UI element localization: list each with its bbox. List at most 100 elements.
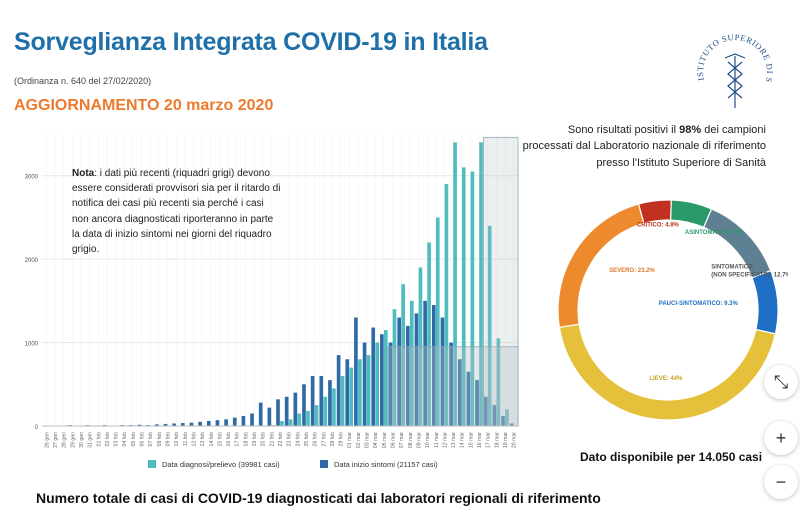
bar-diagnosi <box>479 142 483 426</box>
x-tick-label: 19 feb <box>252 432 258 447</box>
x-tick-label: 10 mar <box>425 432 431 448</box>
x-tick-label: 15 feb <box>217 432 223 447</box>
x-tick-label: 30 gen <box>79 432 85 448</box>
bar-sintomi <box>310 375 315 426</box>
x-tick-label: 09 feb <box>165 432 171 447</box>
x-tick-label: 20 mar <box>512 432 518 448</box>
bar-diagnosi <box>366 355 371 426</box>
x-tick-label: 10 feb <box>174 432 180 447</box>
bar-sintomi <box>276 399 280 426</box>
bar-sintomi <box>483 396 488 426</box>
legend-swatch <box>148 460 156 468</box>
bar-sintomi <box>328 380 332 426</box>
x-tick-label: 08 mar <box>408 432 414 448</box>
bar-sintomi <box>224 419 228 426</box>
bar-diagnosi <box>435 217 440 426</box>
fit-screen-icon: ⤡ <box>773 371 789 392</box>
bar-sintomi <box>397 317 401 426</box>
bar-sintomi <box>509 423 514 426</box>
x-tick-label: 23 feb <box>287 432 293 447</box>
bar-diagnosi <box>323 396 328 426</box>
slice-label: LIEVE: 44% <box>649 376 683 382</box>
bar-sintomi <box>475 380 479 426</box>
x-tick-label: 27 gen <box>53 432 59 448</box>
bar-sintomi <box>284 396 289 426</box>
donut-slice <box>751 269 779 335</box>
bar-sintomi <box>414 313 419 426</box>
x-tick-label: 02 mar <box>356 432 362 448</box>
y-tick-label: 0 <box>35 425 39 431</box>
bar-sintomi <box>302 384 306 426</box>
x-tick-label: 09 mar <box>416 432 422 448</box>
donut-slice <box>558 323 777 421</box>
x-tick-label: 07 mar <box>399 432 405 448</box>
x-tick-label: 21 feb <box>269 432 275 447</box>
x-tick-label: 03 mar <box>365 432 371 448</box>
bar-sintomi <box>250 413 254 426</box>
x-tick-label: 22 feb <box>278 432 284 447</box>
slice-label: CRITICO: 4.8% <box>637 223 680 229</box>
x-tick-label: 31 gen <box>88 432 94 448</box>
bar-sintomi <box>501 415 505 426</box>
bar-diagnosi <box>340 375 345 426</box>
bar-diagnosi <box>453 142 457 426</box>
bar-sintomi <box>258 402 263 426</box>
bar-diagnosi <box>384 330 388 426</box>
x-tick-label: 11 feb <box>183 432 189 446</box>
bar-sintomi <box>354 317 358 426</box>
bar-diagnosi <box>349 367 354 426</box>
bar-sintomi <box>155 424 159 426</box>
bar-diagnosi <box>288 419 293 426</box>
x-tick-label: 01 feb <box>96 432 102 447</box>
chart-caption: Numero totale di casi di COVID-19 diagno… <box>36 490 601 506</box>
bar-diagnosi <box>297 413 302 426</box>
x-tick-label: 17 feb <box>235 432 241 447</box>
bar-sintomi <box>406 325 410 426</box>
logo-text: ISTITUTO SUPERIORE DI SANITÀ <box>692 28 774 84</box>
zoom-out-button[interactable]: − <box>764 465 798 499</box>
x-tick-label: 19 mar <box>503 432 509 448</box>
x-tick-label: 03 feb <box>114 432 120 447</box>
bar-sintomi <box>449 342 453 426</box>
bar-diagnosi <box>280 420 284 426</box>
x-tick-label: 07 feb <box>148 432 154 447</box>
x-tick-label: 16 mar <box>477 432 483 448</box>
y-tick-label: 1000 <box>25 342 39 348</box>
bar-sintomi <box>198 421 202 426</box>
pie-footer: Dato disponibile per 14.050 casi <box>580 450 763 464</box>
zoom-in-button[interactable]: + <box>764 421 798 455</box>
slice-label: PAUCI-SINTOMATICO: 9.3% <box>659 301 739 307</box>
x-tick-label: 02 feb <box>105 432 111 447</box>
pie-intro-text: Sono risultati positivi il <box>567 124 680 136</box>
y-tick-label: 2000 <box>25 258 39 264</box>
iss-logo: ISTITUTO SUPERIORE DI SANITÀ <box>692 28 775 108</box>
x-tick-label: 13 mar <box>451 432 457 448</box>
bar-sintomi <box>388 342 393 426</box>
x-tick-label: 20 feb <box>261 432 267 447</box>
plus-icon: + <box>775 427 787 448</box>
legend-label: Data diagnosi/prelievo (39981 casi) <box>162 460 280 469</box>
x-tick-label: 29 feb <box>339 432 345 447</box>
fit-screen-button[interactable]: ⤡ <box>764 365 798 399</box>
svg-text:ISTITUTO SUPERIORE DI SANITÀ: ISTITUTO SUPERIORE DI SANITÀ <box>692 28 775 84</box>
slice-label: SEVERO: 23.2% <box>609 268 655 274</box>
bar-sintomi <box>319 375 324 426</box>
bar-diagnosi <box>358 359 362 426</box>
bar-sintomi <box>440 317 445 426</box>
x-tick-label: 05 mar <box>382 432 388 448</box>
bar-diagnosi <box>496 338 501 426</box>
bar-sintomi <box>137 424 142 426</box>
bar-diagnosi <box>314 405 319 426</box>
provisional-box-sintomi <box>387 346 519 427</box>
x-tick-label: 28 feb <box>330 432 336 447</box>
pie-intro-text-end: dei campioni processati dal Laboratorio … <box>522 124 766 169</box>
bar-sintomi <box>172 423 176 426</box>
bar-diagnosi <box>332 388 336 426</box>
bar-sintomi <box>163 423 168 426</box>
x-tick-label: 16 feb <box>226 432 232 447</box>
bar-diagnosi <box>487 225 492 426</box>
x-tick-label: 14 mar <box>460 432 466 448</box>
pie-intro-percent: 98% <box>679 124 702 136</box>
provisional-box-diagnosi <box>482 136 519 427</box>
x-tick-label: 12 mar <box>442 432 448 448</box>
